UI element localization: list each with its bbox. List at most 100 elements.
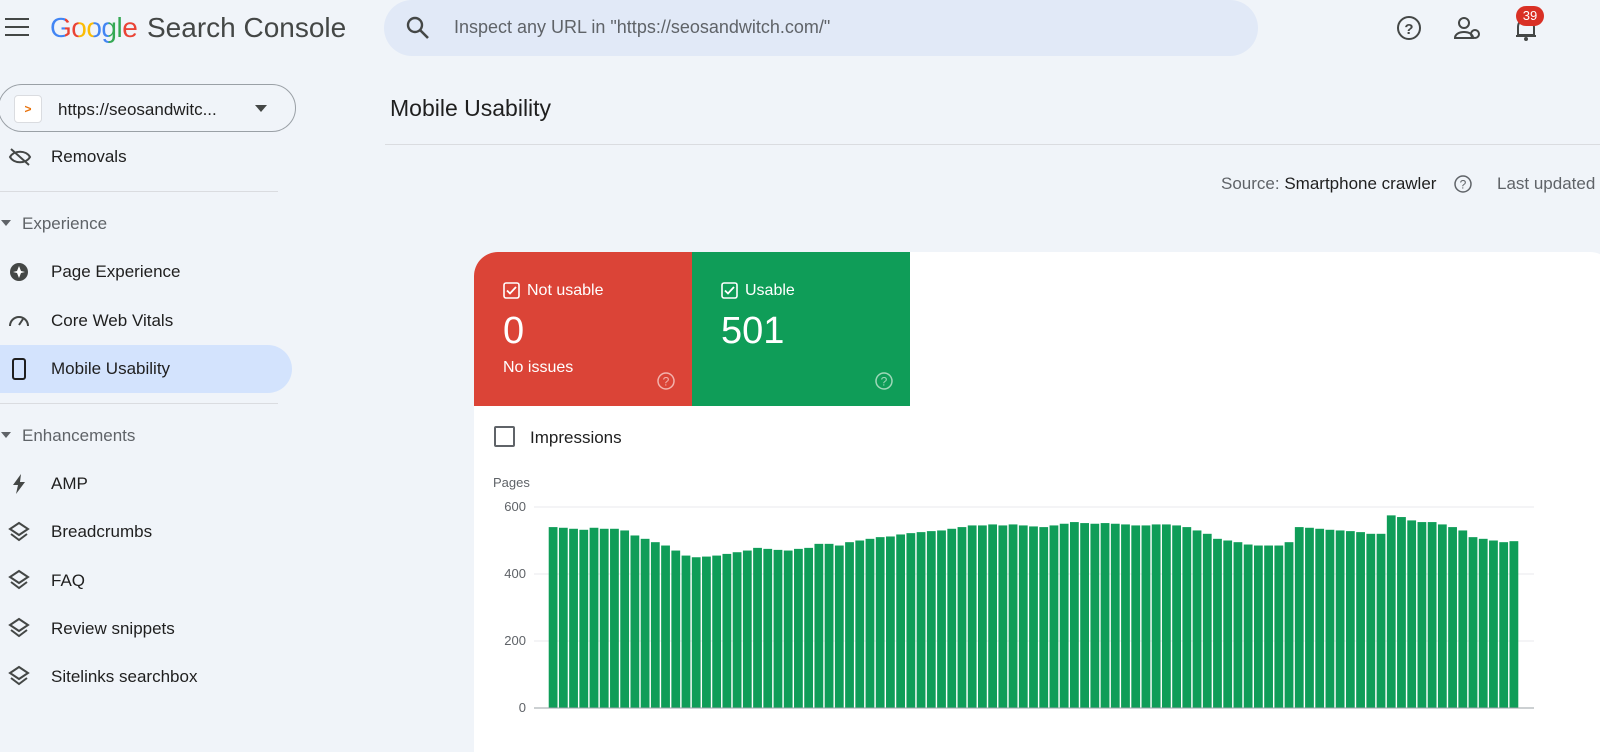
bar — [1305, 527, 1314, 708]
bar — [742, 550, 752, 708]
settings-user-icon[interactable] — [1454, 15, 1482, 41]
divider — [0, 191, 278, 192]
bar — [1417, 522, 1427, 708]
bar — [855, 540, 865, 708]
bar — [579, 529, 589, 708]
nav-item[interactable]: Removals — [51, 147, 127, 166]
bar — [1161, 524, 1171, 708]
help-icon[interactable]: ? — [657, 372, 675, 390]
bar — [1284, 542, 1294, 708]
bar — [1182, 527, 1192, 708]
impressions-checkbox[interactable] — [494, 426, 515, 447]
bar — [916, 532, 926, 708]
card-note: No issues — [503, 359, 574, 376]
search-icon — [406, 16, 429, 39]
bar — [722, 553, 732, 708]
menu-icon[interactable] — [5, 17, 29, 37]
bar — [1397, 517, 1406, 708]
bar — [1192, 530, 1202, 708]
svg-text:?: ? — [663, 375, 670, 389]
bar — [865, 538, 875, 708]
nav-item[interactable]: Breadcrumbs — [51, 522, 153, 541]
y-tick-label: 0 — [519, 700, 526, 715]
bar — [1366, 533, 1376, 708]
bar — [1141, 525, 1151, 708]
nav-item[interactable]: Core Web Vitals — [51, 311, 174, 330]
bar — [732, 552, 742, 708]
nav-item-active[interactable]: Mobile Usability — [51, 359, 171, 378]
bar — [1110, 523, 1120, 708]
bar — [681, 555, 691, 708]
bar — [1233, 542, 1243, 708]
bar — [1039, 527, 1049, 708]
bar — [1059, 523, 1069, 708]
property-selector[interactable]: > https://seosandwitc... — [0, 84, 296, 132]
page-experience-icon — [10, 263, 28, 281]
card-value: 501 — [721, 310, 785, 352]
bar — [824, 543, 834, 708]
bar — [691, 557, 701, 708]
bar — [1018, 525, 1028, 708]
bar — [1437, 524, 1447, 708]
bar — [1356, 532, 1365, 708]
bar — [1253, 545, 1263, 708]
bar — [1029, 526, 1038, 708]
impressions-label[interactable]: Impressions — [530, 428, 622, 447]
usable-card[interactable]: Usable 501 ? — [692, 252, 910, 406]
bar — [558, 527, 568, 708]
bar — [937, 530, 946, 708]
bar — [1090, 523, 1100, 708]
nav-section-title[interactable]: Enhancements — [22, 426, 136, 445]
bar — [783, 550, 793, 708]
bar — [1151, 524, 1161, 708]
help-icon[interactable]: ? — [1396, 15, 1422, 41]
bar — [794, 548, 803, 708]
bar — [988, 524, 998, 708]
checkbox-checked[interactable] — [721, 282, 738, 299]
svg-text:?: ? — [881, 375, 888, 389]
help-icon[interactable]: ? — [1454, 175, 1472, 193]
source-label: Source: — [1221, 174, 1280, 193]
collapse-arrow[interactable] — [1, 432, 11, 438]
active-nav-highlight — [0, 345, 292, 393]
bar — [661, 545, 670, 708]
page-title: Mobile Usability — [390, 95, 552, 121]
nav-item[interactable]: Sitelinks searchbox — [51, 667, 198, 686]
layers-icon — [8, 665, 30, 686]
help-icon[interactable]: ? — [875, 372, 893, 390]
collapse-arrow[interactable] — [1, 220, 11, 226]
bar — [1325, 529, 1335, 708]
bar — [875, 537, 885, 708]
logo-brand[interactable]: Google — [50, 12, 138, 43]
nav-item[interactable]: AMP — [51, 474, 88, 493]
property-url: https://seosandwitc... — [58, 100, 217, 119]
bar — [1069, 522, 1079, 708]
checkbox-checked[interactable] — [503, 282, 520, 299]
layers-icon — [8, 569, 30, 590]
bar — [1264, 545, 1273, 708]
source-value: Smartphone crawler — [1284, 174, 1437, 193]
url-inspect-bar[interactable]: Inspect any URL in "https://seosandwitch… — [384, 0, 1258, 56]
bar — [1243, 544, 1253, 708]
nav-item[interactable]: FAQ — [51, 571, 86, 590]
bar — [671, 550, 681, 708]
logo-product[interactable]: Search Console — [147, 12, 347, 43]
bar — [1499, 542, 1509, 708]
bar — [977, 525, 987, 708]
bar — [569, 528, 578, 708]
amp-icon — [13, 474, 25, 494]
bar — [763, 548, 773, 708]
bar — [967, 525, 977, 708]
removals-icon — [8, 148, 32, 166]
bar — [804, 547, 814, 708]
bar — [1121, 524, 1130, 708]
bar — [845, 542, 854, 708]
not-usable-card[interactable]: Not usable 0 No issues ? — [474, 252, 692, 406]
bar — [886, 536, 895, 708]
nav-section-title[interactable]: Experience — [22, 214, 108, 233]
layers-icon — [8, 617, 30, 638]
nav-item[interactable]: Page Experience — [51, 262, 181, 281]
bar — [630, 535, 640, 708]
nav-item[interactable]: Review snippets — [51, 619, 175, 638]
